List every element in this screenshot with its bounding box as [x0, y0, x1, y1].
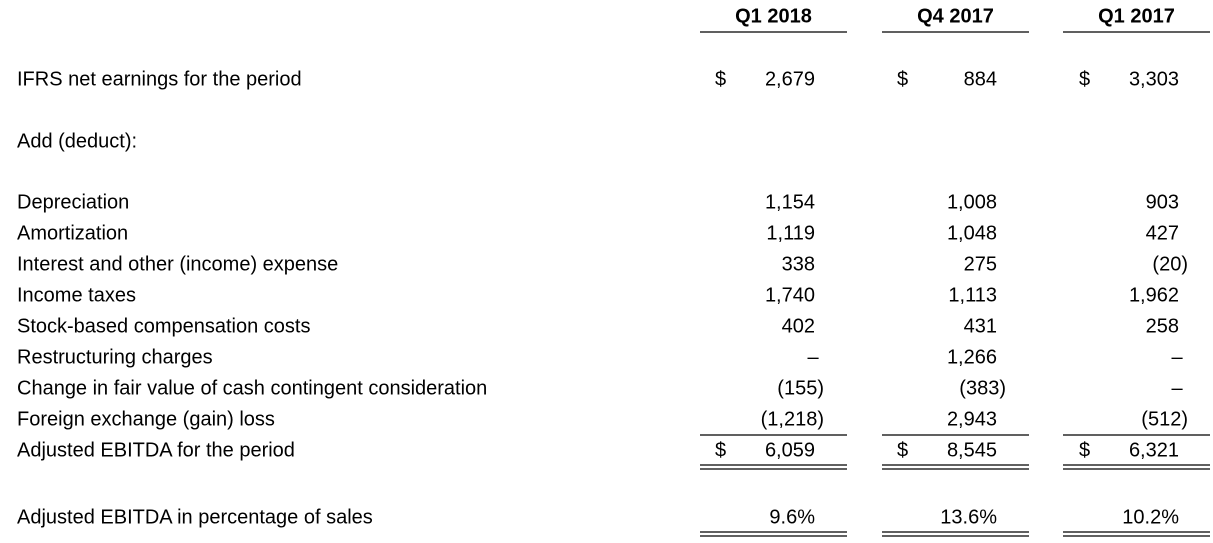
- row-label: Adjusted EBITDA for the period: [17, 439, 295, 461]
- cell-value: 1,266: [947, 346, 997, 368]
- row-label: Restructuring charges: [17, 346, 213, 368]
- currency-symbol: $: [1079, 439, 1090, 461]
- row-label: Change in fair value of cash contingent …: [17, 377, 487, 399]
- cell-value: (1,218): [761, 408, 824, 430]
- cell-value: 402: [782, 315, 815, 337]
- column-header: Q1 2017: [1098, 5, 1175, 27]
- cell-value: 10.2%: [1122, 506, 1179, 528]
- cell-value: 6,321: [1129, 439, 1179, 461]
- cell-value: 9.6%: [769, 506, 815, 528]
- row-label: Interest and other (income) expense: [17, 253, 338, 275]
- cell-value: (383): [959, 377, 1006, 399]
- cell-value: 1,008: [947, 191, 997, 213]
- currency-symbol: $: [897, 68, 908, 90]
- row-label: Depreciation: [17, 191, 129, 213]
- column-header: Q1 2018: [735, 5, 812, 27]
- currency-symbol: $: [715, 68, 726, 90]
- cell-value: 1,962: [1129, 284, 1179, 306]
- cell-value: 427: [1146, 222, 1179, 244]
- cell-value: 431: [964, 315, 997, 337]
- cell-value: 6,059: [765, 439, 815, 461]
- cell-value: 1,740: [765, 284, 815, 306]
- cell-value: –: [1171, 346, 1183, 368]
- cell-value: 1,113: [948, 284, 997, 306]
- cell-value: 275: [964, 253, 997, 275]
- column-header: Q4 2017: [917, 5, 994, 27]
- cell-value: 2,943: [947, 408, 997, 430]
- currency-symbol: $: [715, 439, 726, 461]
- cell-value: 8,545: [947, 439, 997, 461]
- cell-value: 1,154: [765, 191, 815, 213]
- cell-value: 884: [964, 68, 997, 90]
- cell-value: 1,119: [766, 222, 815, 244]
- cell-value: 2,679: [765, 68, 815, 90]
- row-label: Adjusted EBITDA in percentage of sales: [17, 506, 373, 528]
- row-label: IFRS net earnings for the period: [17, 68, 302, 90]
- row-label: Add (deduct):: [17, 130, 137, 152]
- cell-value: –: [1171, 377, 1183, 399]
- cell-value: (155): [777, 377, 824, 399]
- cell-value: (20): [1152, 253, 1188, 275]
- row-label: Stock-based compensation costs: [17, 315, 311, 337]
- cell-value: 338: [782, 253, 815, 275]
- cell-value: 13.6%: [940, 506, 997, 528]
- cell-value: 3,303: [1129, 68, 1179, 90]
- cell-value: 258: [1146, 315, 1179, 337]
- currency-symbol: $: [897, 439, 908, 461]
- cell-value: 903: [1146, 191, 1179, 213]
- cell-value: –: [807, 346, 819, 368]
- row-label: Income taxes: [17, 284, 136, 306]
- row-label: Amortization: [17, 222, 128, 244]
- row-label: Foreign exchange (gain) loss: [17, 408, 275, 430]
- cell-value: (512): [1141, 408, 1188, 430]
- currency-symbol: $: [1079, 68, 1090, 90]
- cell-value: 1,048: [947, 222, 997, 244]
